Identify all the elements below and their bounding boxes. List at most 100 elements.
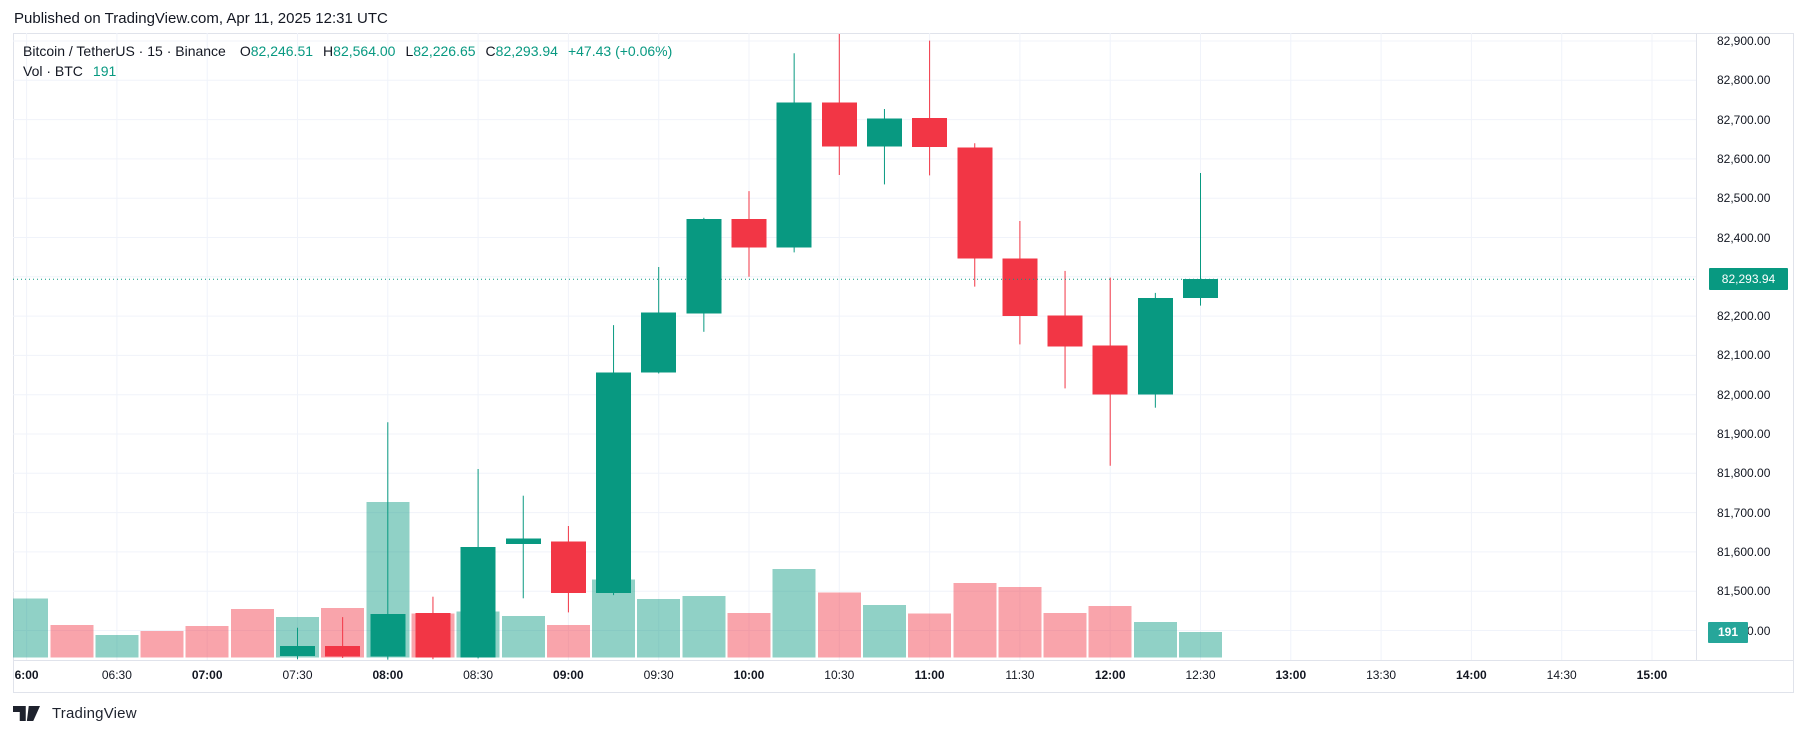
candle-body-down	[731, 219, 767, 248]
time-axis-label: 09:30	[643, 668, 674, 682]
close-label: C	[485, 43, 496, 59]
time-axis-label: 09:00	[553, 668, 584, 682]
price-axis-label: 81,500.00	[1717, 584, 1771, 599]
candle-body-up	[460, 546, 496, 658]
time-axis-label: 11:00	[914, 668, 945, 682]
legend-volume-row: Vol · BTC 191	[23, 61, 672, 81]
candle-body-down	[550, 541, 586, 594]
volume-bar	[1133, 622, 1177, 658]
symbol-title: Bitcoin / TetherUS · 15 · Binance	[23, 43, 226, 59]
volume-bar	[140, 631, 184, 658]
low-label: L	[405, 43, 414, 59]
volume-bar	[998, 587, 1042, 658]
price-axis-label: 82,000.00	[1717, 387, 1771, 402]
time-axis-label: 07:00	[191, 668, 223, 682]
time-axis[interactable]: 6:00 06:30 07:00 07:30 08:00 08:30 09:00 09:30 1…	[13, 660, 1696, 693]
candle-body-up	[1137, 298, 1173, 395]
open-label: O	[239, 43, 251, 59]
chart-legend: Bitcoin / TetherUS · 15 · Binance O 82,2…	[23, 41, 672, 81]
price-axis-label: 81,800.00	[1717, 466, 1771, 481]
change-value: +47.43 (+0.06%)	[567, 43, 673, 59]
time-axis-label: 12:00	[1094, 668, 1126, 682]
volume-value: 191	[92, 63, 117, 79]
time-axis-label: 14:00	[1456, 668, 1487, 682]
volume-bar	[1179, 631, 1222, 658]
price-axis-label: 81,600.00	[1717, 544, 1771, 559]
candle-body-up	[280, 645, 315, 656]
time-axis-label: 14:30	[1546, 668, 1577, 682]
time-axis-label: 15:00	[1636, 668, 1668, 682]
time-axis-label: 08:00	[372, 668, 404, 682]
candle-body-up	[596, 372, 631, 594]
open-value: 82,246.51	[250, 43, 314, 59]
current-price-badge: 82,293.94	[1709, 268, 1788, 290]
candle-body-down	[957, 147, 993, 259]
volume-bar	[230, 609, 274, 658]
price-axis-label: 82,900.00	[1717, 34, 1771, 48]
price-axis-label: 81,700.00	[1717, 505, 1771, 520]
price-axis-label: 81,900.00	[1717, 427, 1771, 441]
price-axis-separator	[1696, 33, 1697, 660]
price-axis-label: 82,700.00	[1717, 112, 1771, 127]
time-axis-label: 06:30	[101, 668, 132, 682]
close-value: 82,293.94	[495, 43, 558, 59]
volume-bar	[908, 613, 952, 658]
candle-body-down	[325, 645, 361, 657]
candle-body-down	[1092, 345, 1128, 395]
volume-bar	[637, 599, 681, 658]
time-axis-label: 07:30	[282, 668, 313, 682]
volume-bar	[682, 596, 726, 658]
time-axis-label: 6:00	[14, 668, 39, 682]
time-axis-label: 08:30	[463, 668, 494, 682]
current-volume-badge: 191	[1708, 622, 1748, 643]
candle-body-down	[415, 612, 451, 658]
time-axis-label: 12:30	[1185, 668, 1216, 682]
volume-bar	[772, 569, 816, 658]
tradingview-logo-icon	[13, 706, 46, 721]
tradingview-logo-text: TradingView	[52, 705, 137, 722]
chart-canvas[interactable]	[13, 33, 1696, 660]
published-line: Published on TradingView.com, Apr 11, 20…	[14, 10, 388, 27]
candle-body-up	[641, 312, 677, 373]
candle-body-up	[370, 614, 406, 657]
volume-bar	[50, 625, 94, 658]
tradingview-attribution[interactable]: TradingView	[13, 705, 137, 722]
chart-widget-frame	[13, 33, 1794, 693]
time-axis-label: 13:30	[1366, 668, 1397, 682]
price-axis-label: 82,800.00	[1717, 73, 1771, 88]
volume-bar	[13, 598, 49, 658]
volume-bar	[95, 635, 139, 658]
candle-body-down	[821, 102, 857, 147]
time-axis-label: 11:30	[1005, 668, 1035, 682]
candle-body-down	[1047, 315, 1083, 347]
volume-bar	[817, 592, 861, 658]
volume-bar	[1088, 606, 1132, 658]
volume-bar	[546, 625, 590, 658]
low-value: 82,226.65	[413, 43, 476, 59]
volume-bar	[185, 625, 229, 658]
volume-bar	[863, 605, 906, 658]
candle-body-up	[686, 219, 722, 314]
candle-body-up	[867, 118, 902, 147]
candle-body-down	[1002, 258, 1038, 317]
candle-body-down	[912, 118, 948, 148]
price-axis-label: 82,200.00	[1717, 309, 1771, 324]
volume-label: Vol · BTC	[23, 63, 83, 79]
candle-body-up	[505, 538, 541, 544]
price-axis[interactable]: 82,900.00 82,800.00 82,700.00 82,600.00 82,5…	[1696, 33, 1794, 660]
price-axis-label: 82,600.00	[1717, 151, 1771, 166]
time-axis-label: 13:00	[1275, 668, 1307, 682]
volume-bar	[727, 612, 771, 658]
candle-body-up	[1183, 279, 1218, 298]
time-axis-label: 10:30	[824, 668, 855, 682]
volume-bar	[953, 582, 997, 658]
high-value: 82,564.00	[333, 43, 396, 59]
legend-ohlc-row: Bitcoin / TetherUS · 15 · Binance O 82,2…	[23, 41, 672, 61]
volume-bar	[501, 616, 545, 658]
price-axis-label: 82,500.00	[1717, 191, 1771, 206]
price-axis-label: 82,400.00	[1717, 230, 1771, 245]
time-axis-separator	[13, 660, 1794, 661]
candle-body-up	[776, 102, 812, 248]
time-axis-label: 10:00	[733, 668, 765, 682]
price-axis-label: 82,100.00	[1717, 348, 1771, 363]
